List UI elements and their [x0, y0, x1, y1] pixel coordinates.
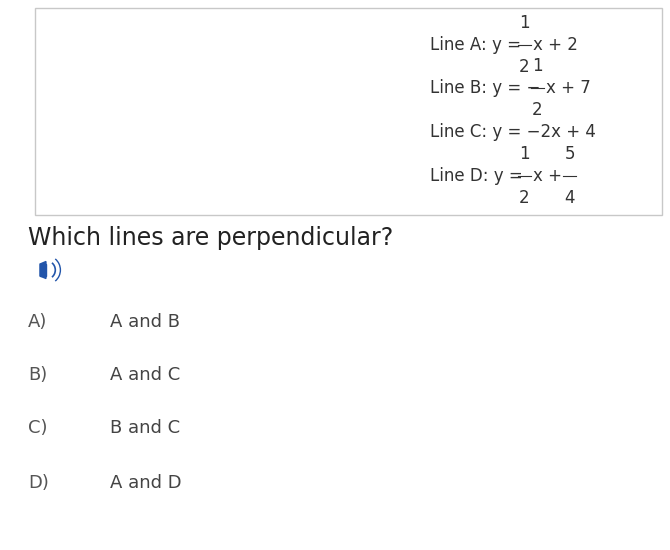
Text: A and D: A and D — [110, 474, 182, 492]
Text: A): A) — [28, 313, 48, 331]
Text: Line C: y = −2x + 4: Line C: y = −2x + 4 — [430, 123, 596, 141]
Text: B and C: B and C — [110, 419, 180, 437]
Text: 1: 1 — [519, 14, 530, 32]
Text: 2: 2 — [532, 101, 543, 119]
Text: 5: 5 — [564, 145, 575, 163]
Text: D): D) — [28, 474, 49, 492]
Text: Line D: y =: Line D: y = — [430, 167, 528, 185]
Text: x +: x + — [533, 167, 567, 185]
Text: C): C) — [28, 419, 48, 437]
Bar — [35, 8, 662, 215]
Text: Which lines are perpendicular?: Which lines are perpendicular? — [28, 226, 393, 250]
Text: 1: 1 — [519, 145, 530, 163]
Text: A and B: A and B — [110, 313, 180, 331]
Text: x + 7: x + 7 — [546, 79, 590, 97]
Text: 4: 4 — [564, 189, 575, 207]
Text: Line B: y = −: Line B: y = − — [430, 79, 541, 97]
Text: 1: 1 — [532, 57, 543, 75]
Text: B): B) — [28, 366, 48, 384]
Text: 2: 2 — [519, 58, 530, 76]
Text: A and C: A and C — [110, 366, 180, 384]
Bar — [40, 264, 46, 276]
Text: 2: 2 — [519, 189, 530, 207]
Text: x + 2: x + 2 — [533, 36, 578, 54]
Polygon shape — [40, 261, 46, 278]
Text: Line A: y =: Line A: y = — [430, 36, 526, 54]
